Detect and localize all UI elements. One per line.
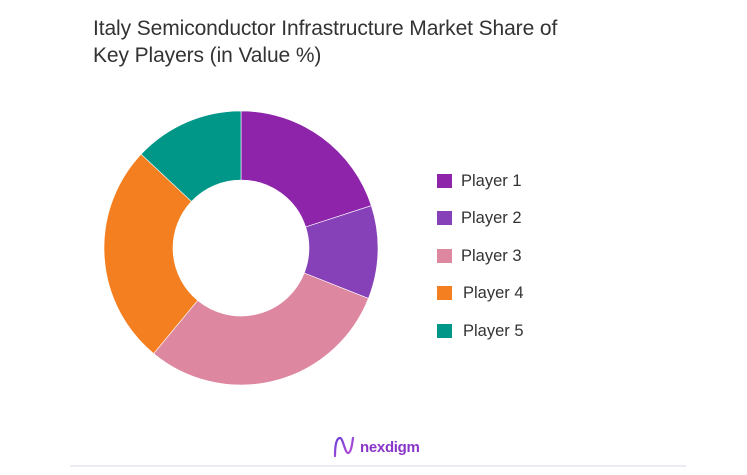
legend-label: Player 3 xyxy=(461,246,522,265)
nexdigm-logo: nexdigm xyxy=(333,435,420,459)
chart-title-line-2: Key Players (in Value %) xyxy=(93,44,322,67)
legend-item-player-1[interactable]: Player 1 xyxy=(437,162,524,200)
donut-segment-player-3[interactable] xyxy=(153,272,369,386)
legend-label: Player 1 xyxy=(461,171,522,190)
legend-label: Player 4 xyxy=(463,284,524,303)
donut-segment-player-5[interactable] xyxy=(140,110,242,202)
nexdigm-logo-text: nexdigm xyxy=(360,438,420,456)
chart-title-line-1: Italy Semiconductor Infrastructure Marke… xyxy=(93,17,558,40)
chart-title: Italy Semiconductor Infrastructure Marke… xyxy=(93,15,557,69)
legend-item-player-4[interactable]: Player 4 xyxy=(437,275,524,313)
legend-item-player-3[interactable]: Player 3 xyxy=(437,237,524,275)
legend-swatch-icon xyxy=(437,173,452,188)
footer-divider xyxy=(70,465,686,467)
donut-segment-player-1[interactable] xyxy=(240,110,372,228)
donut-segment-player-4[interactable] xyxy=(103,153,199,354)
nexdigm-logo-icon xyxy=(333,436,355,458)
legend-item-player-2[interactable]: Player 2 xyxy=(437,200,524,238)
legend-label: Player 5 xyxy=(463,321,524,340)
legend-swatch-icon xyxy=(437,248,452,263)
chart-legend: Player 1 Player 2 Player 3 Player 4 Player 5 xyxy=(437,162,524,350)
legend-label: Player 2 xyxy=(461,209,522,228)
legend-swatch-icon xyxy=(437,323,452,338)
legend-item-player-5[interactable]: Player 5 xyxy=(437,312,524,350)
legend-swatch-icon xyxy=(437,286,452,301)
legend-swatch-icon xyxy=(437,211,452,226)
